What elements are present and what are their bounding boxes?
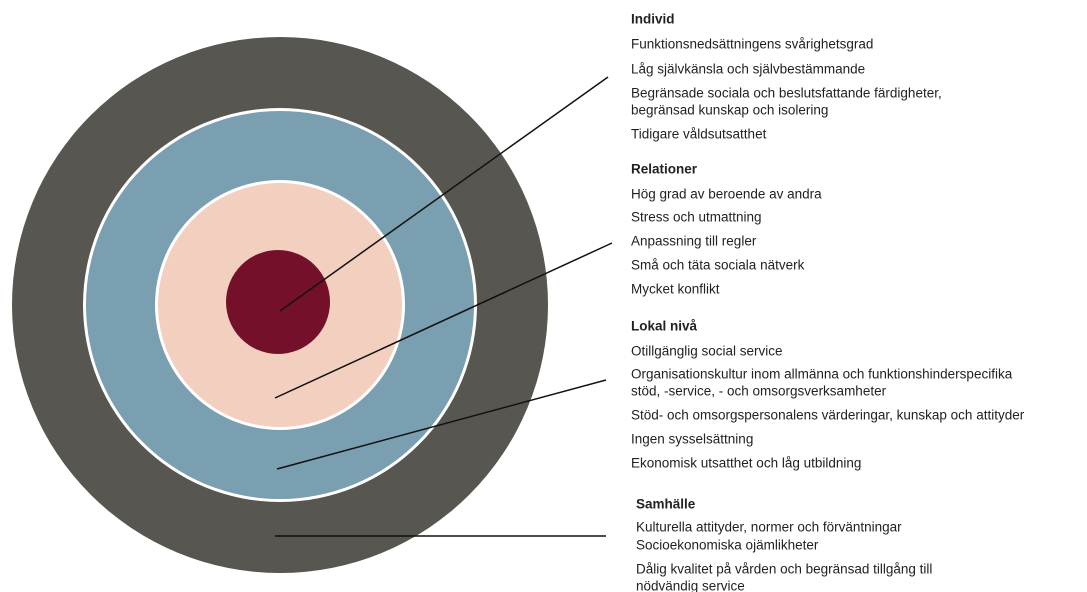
- item-text: Tidigare våldsutsatthet: [631, 127, 767, 142]
- item-text: Stöd- och omsorgspersonalens värderingar…: [631, 408, 1025, 423]
- item-text: Funktionsnedsättningens svårighetsgrad: [631, 37, 873, 52]
- group-title: Lokal nivå: [631, 319, 698, 334]
- item-text: Stress och utmattning: [631, 210, 762, 225]
- group-title: Relationer: [631, 162, 698, 177]
- item-text: Ekonomisk utsatthet och låg utbildning: [631, 456, 861, 471]
- item-text: Organisationskultur inom allmänna och fu…: [631, 367, 1013, 382]
- item-text: Kulturella attityder, normer och förvänt…: [636, 520, 902, 535]
- item-text: Ingen sysselsättning: [631, 432, 753, 447]
- item-text: Anpassning till regler: [631, 234, 757, 249]
- item-text: Små och täta sociala nätverk: [631, 258, 805, 273]
- item-text: stöd, -service, - och omsorgsverksamhete…: [631, 384, 887, 399]
- item-text: Begränsade sociala och beslutsfattande f…: [631, 86, 942, 101]
- pointer-line: [274, 242, 613, 399]
- group-title: Samhälle: [636, 497, 696, 512]
- pointer-line: [279, 76, 609, 312]
- item-text: Socioekonomiska ojämlikheter: [636, 538, 819, 553]
- ring-individual: [226, 250, 330, 354]
- group-title: Individ: [631, 12, 675, 27]
- item-text: Otillgänglig social service: [631, 344, 783, 359]
- item-text: Dålig kvalitet på vården och begränsad t…: [636, 562, 932, 577]
- item-text: nödvändig service: [636, 579, 745, 592]
- pointer-line: [276, 379, 607, 470]
- item-text: Mycket konflikt: [631, 282, 720, 297]
- item-text: Låg självkänsla och självbestämmande: [631, 62, 865, 77]
- item-text: begränsad kunskap och isolering: [631, 103, 828, 118]
- item-text: Hög grad av beroende av andra: [631, 187, 822, 202]
